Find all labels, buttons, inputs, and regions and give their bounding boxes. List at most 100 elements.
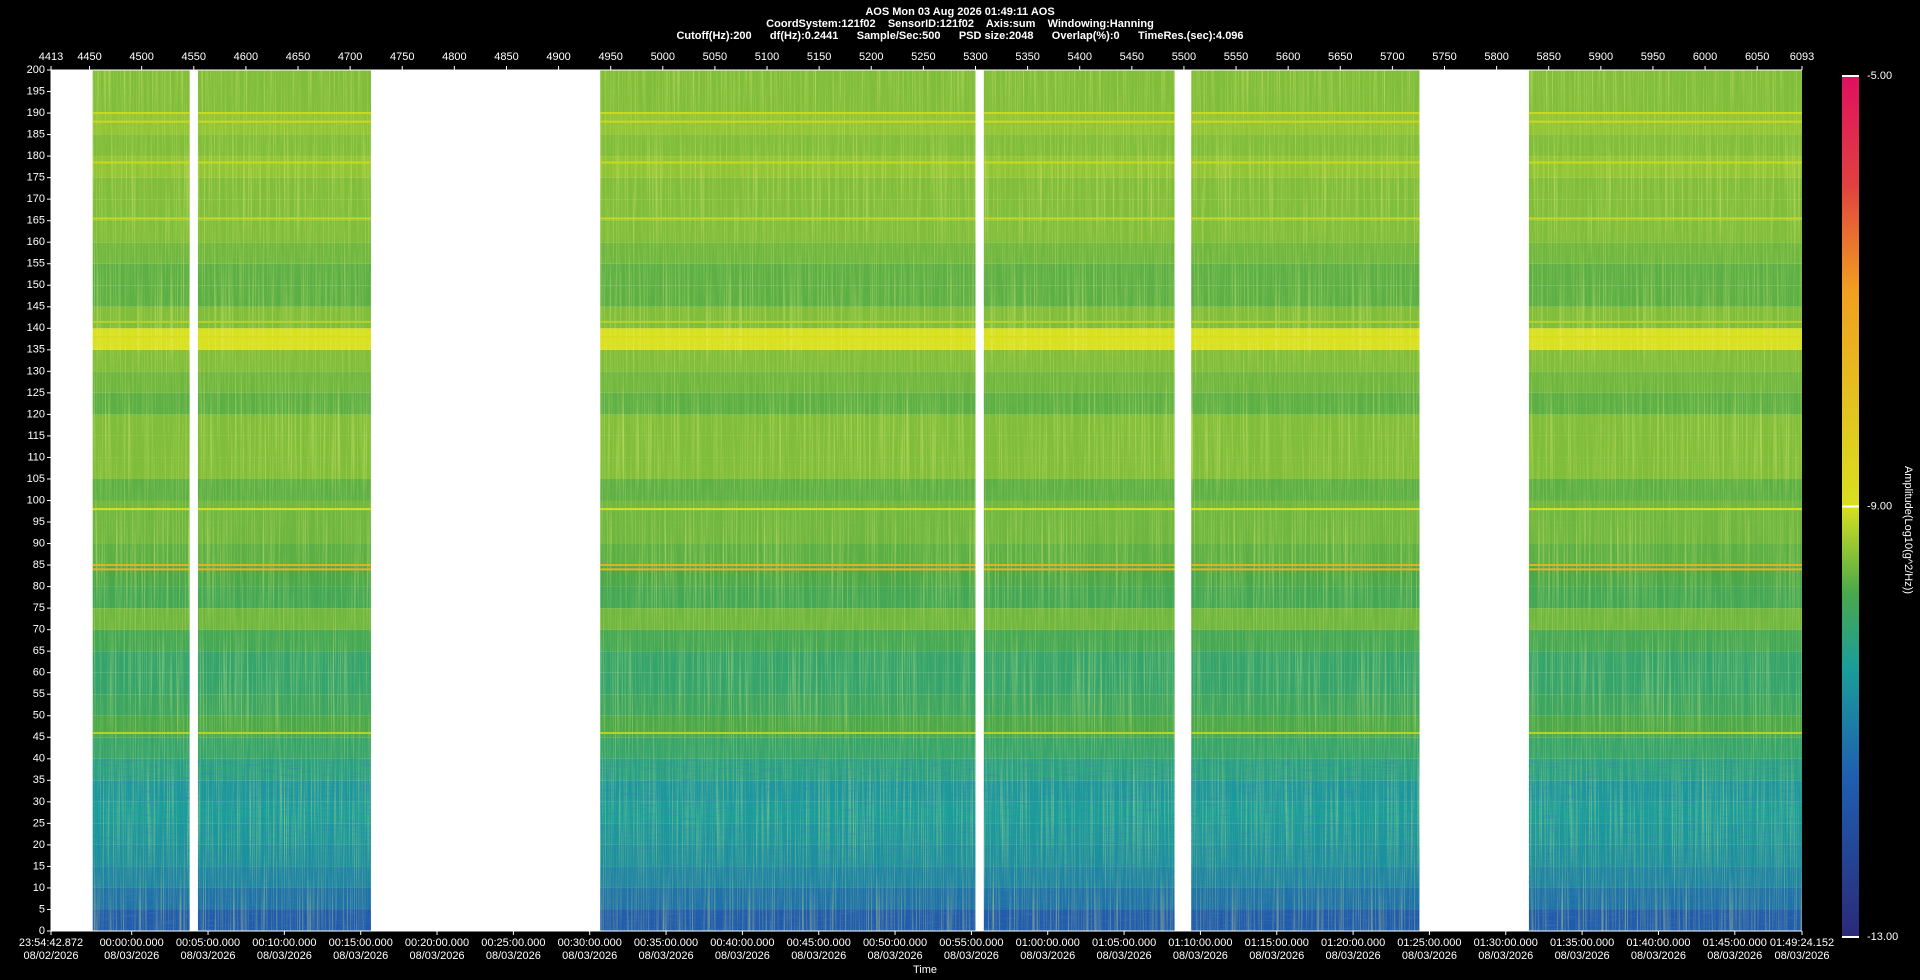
x-tick-label: 4450 bbox=[77, 51, 101, 63]
x-tick-label: 5100 bbox=[755, 51, 779, 63]
y-tick-label: 130 bbox=[27, 365, 45, 377]
time-tick-label: 00:00:00.000 08/03/2026 bbox=[99, 937, 164, 962]
x-tick-label: 5950 bbox=[1641, 51, 1665, 63]
x-tick-label: 5250 bbox=[911, 51, 935, 63]
x-tick-label: 5800 bbox=[1484, 51, 1508, 63]
chart-title: AOS Mon 03 Aug 2026 01:49:11 AOS bbox=[865, 6, 1054, 18]
time-tick-label: 00:35:00.000 08/03/2026 bbox=[633, 937, 699, 962]
y-tick-label: 185 bbox=[27, 128, 45, 140]
x-tick-label: 4650 bbox=[286, 51, 310, 63]
y-tick-label: 45 bbox=[33, 731, 45, 743]
x-tick-label: 5300 bbox=[963, 51, 987, 63]
texture bbox=[983, 758, 1175, 931]
x-tick-label: 5000 bbox=[651, 51, 675, 63]
time-tick-label: 01:40:00.000 08/03/2026 bbox=[1626, 937, 1691, 962]
settings-text: Cutoff(Hz):200 df(Hz):0.2441 Sample/Sec:… bbox=[676, 30, 1243, 42]
y-tick-label: 195 bbox=[27, 85, 45, 97]
time-tick-label: 01:25:00.000 08/03/2026 bbox=[1397, 937, 1462, 962]
time-tick-label: 01:30:00.000 08/03/2026 bbox=[1473, 937, 1538, 962]
x-tick-label: 5500 bbox=[1172, 51, 1196, 63]
x-axis-label: Time bbox=[913, 964, 937, 976]
time-tick-label: 00:40:00.000 08/03/2026 bbox=[710, 937, 775, 962]
y-tick-label: 200 bbox=[27, 64, 45, 76]
texture bbox=[1191, 758, 1420, 931]
texture bbox=[197, 758, 371, 931]
time-tick-label: 23:54:42.872 08/02/2026 bbox=[18, 937, 84, 962]
time-tick-label: 00:15:00.000 08/03/2026 bbox=[328, 937, 393, 962]
texture bbox=[1528, 758, 1802, 931]
y-tick-label: 25 bbox=[33, 817, 45, 829]
texture bbox=[600, 758, 976, 931]
y-tick-label: 180 bbox=[27, 150, 45, 162]
x-tick-label: 4413 bbox=[39, 51, 63, 63]
y-tick-label: 150 bbox=[27, 279, 45, 291]
y-tick-label: 135 bbox=[27, 344, 45, 356]
y-tick-label: 85 bbox=[33, 559, 45, 571]
y-tick-label: 160 bbox=[27, 236, 45, 248]
y-tick-label: 165 bbox=[27, 215, 45, 227]
x-tick-label: 5350 bbox=[1015, 51, 1039, 63]
x-tick-label: 5600 bbox=[1276, 51, 1300, 63]
y-tick-label: 30 bbox=[33, 796, 45, 808]
y-tick-label: 145 bbox=[27, 301, 45, 313]
x-tick-label: 5550 bbox=[1224, 51, 1248, 63]
y-tick-label: 10 bbox=[33, 882, 45, 894]
y-tick-label: 115 bbox=[27, 430, 45, 442]
y-tick-label: 90 bbox=[33, 537, 45, 549]
y-tick-label: 120 bbox=[27, 408, 45, 420]
y-tick-label: 65 bbox=[33, 645, 45, 657]
y-tick-label: 95 bbox=[33, 516, 45, 528]
y-tick-label: 60 bbox=[33, 667, 45, 679]
time-tick-label: 00:45:00.000 08/03/2026 bbox=[786, 937, 851, 962]
y-tick-label: 70 bbox=[33, 624, 45, 636]
y-tick-label: 125 bbox=[27, 387, 45, 399]
x-tick-label: 5400 bbox=[1067, 51, 1091, 63]
x-tick-label: 6050 bbox=[1745, 51, 1769, 63]
y-tick-label: 75 bbox=[33, 602, 45, 614]
y-tick-label: 190 bbox=[27, 107, 45, 119]
time-tick-label: 01:45:00.000 08/03/2026 bbox=[1702, 937, 1767, 962]
x-tick-label: 4600 bbox=[234, 51, 258, 63]
colorbar-tick-label: -5.00 bbox=[1867, 70, 1892, 82]
time-tick-label: 00:25:00.000 08/03/2026 bbox=[481, 937, 546, 962]
chart-subtitle: CoordSystem:121f02 SensorID:121f02 Axis:… bbox=[766, 18, 1154, 30]
time-tick-label: 00:10:00.000 08/03/2026 bbox=[252, 937, 317, 962]
y-tick-label: 170 bbox=[27, 193, 45, 205]
x-tick-label: 5150 bbox=[807, 51, 831, 63]
y-tick-label: 50 bbox=[33, 710, 45, 722]
colorbar-tick-label: -9.00 bbox=[1867, 500, 1892, 512]
x-tick-label: 4950 bbox=[598, 51, 622, 63]
y-tick-label: 40 bbox=[33, 753, 45, 765]
y-tick-label: 100 bbox=[27, 494, 45, 506]
time-tick-label: 01:20:00.000 08/03/2026 bbox=[1320, 937, 1386, 962]
time-tick-label: 00:30:00.000 08/03/2026 bbox=[557, 937, 622, 962]
y-tick-label: 140 bbox=[27, 322, 45, 334]
x-tick-label: 4500 bbox=[129, 51, 153, 63]
y-tick-label: 0 bbox=[39, 925, 45, 937]
x-tick-label: 4550 bbox=[182, 51, 206, 63]
y-tick-label: 55 bbox=[33, 688, 45, 700]
colorbar-tick-label: -13.00 bbox=[1867, 931, 1898, 943]
y-tick-label: 155 bbox=[27, 258, 45, 270]
x-tick-label: 6000 bbox=[1693, 51, 1717, 63]
time-tick-label: 01:15:00.000 08/03/2026 bbox=[1244, 937, 1309, 962]
time-tick-label: 00:50:00.000 08/03/2026 bbox=[862, 937, 928, 962]
x-tick-label: 4700 bbox=[338, 51, 362, 63]
time-tick-label: 01:05:00.000 08/03/2026 bbox=[1091, 937, 1157, 962]
y-tick-label: 15 bbox=[33, 860, 45, 872]
y-tick-label: 35 bbox=[33, 774, 45, 786]
time-tick-label: 01:00:00.000 08/03/2026 bbox=[1015, 937, 1080, 962]
time-tick-label: 01:10:00.000 08/03/2026 bbox=[1168, 937, 1233, 962]
x-tick-label: 4750 bbox=[390, 51, 414, 63]
x-tick-label: 4850 bbox=[494, 51, 518, 63]
x-tick-label: 5850 bbox=[1536, 51, 1560, 63]
time-tick-label: 00:05:00.000 08/03/2026 bbox=[175, 937, 241, 962]
x-tick-label: 4800 bbox=[442, 51, 466, 63]
x-tick-label: 5700 bbox=[1380, 51, 1404, 63]
time-tick-label: 00:55:00.000 08/03/2026 bbox=[939, 937, 1004, 962]
y-tick-label: 5 bbox=[39, 903, 45, 915]
y-tick-label: 105 bbox=[27, 473, 45, 485]
x-tick-label: 4900 bbox=[546, 51, 570, 63]
